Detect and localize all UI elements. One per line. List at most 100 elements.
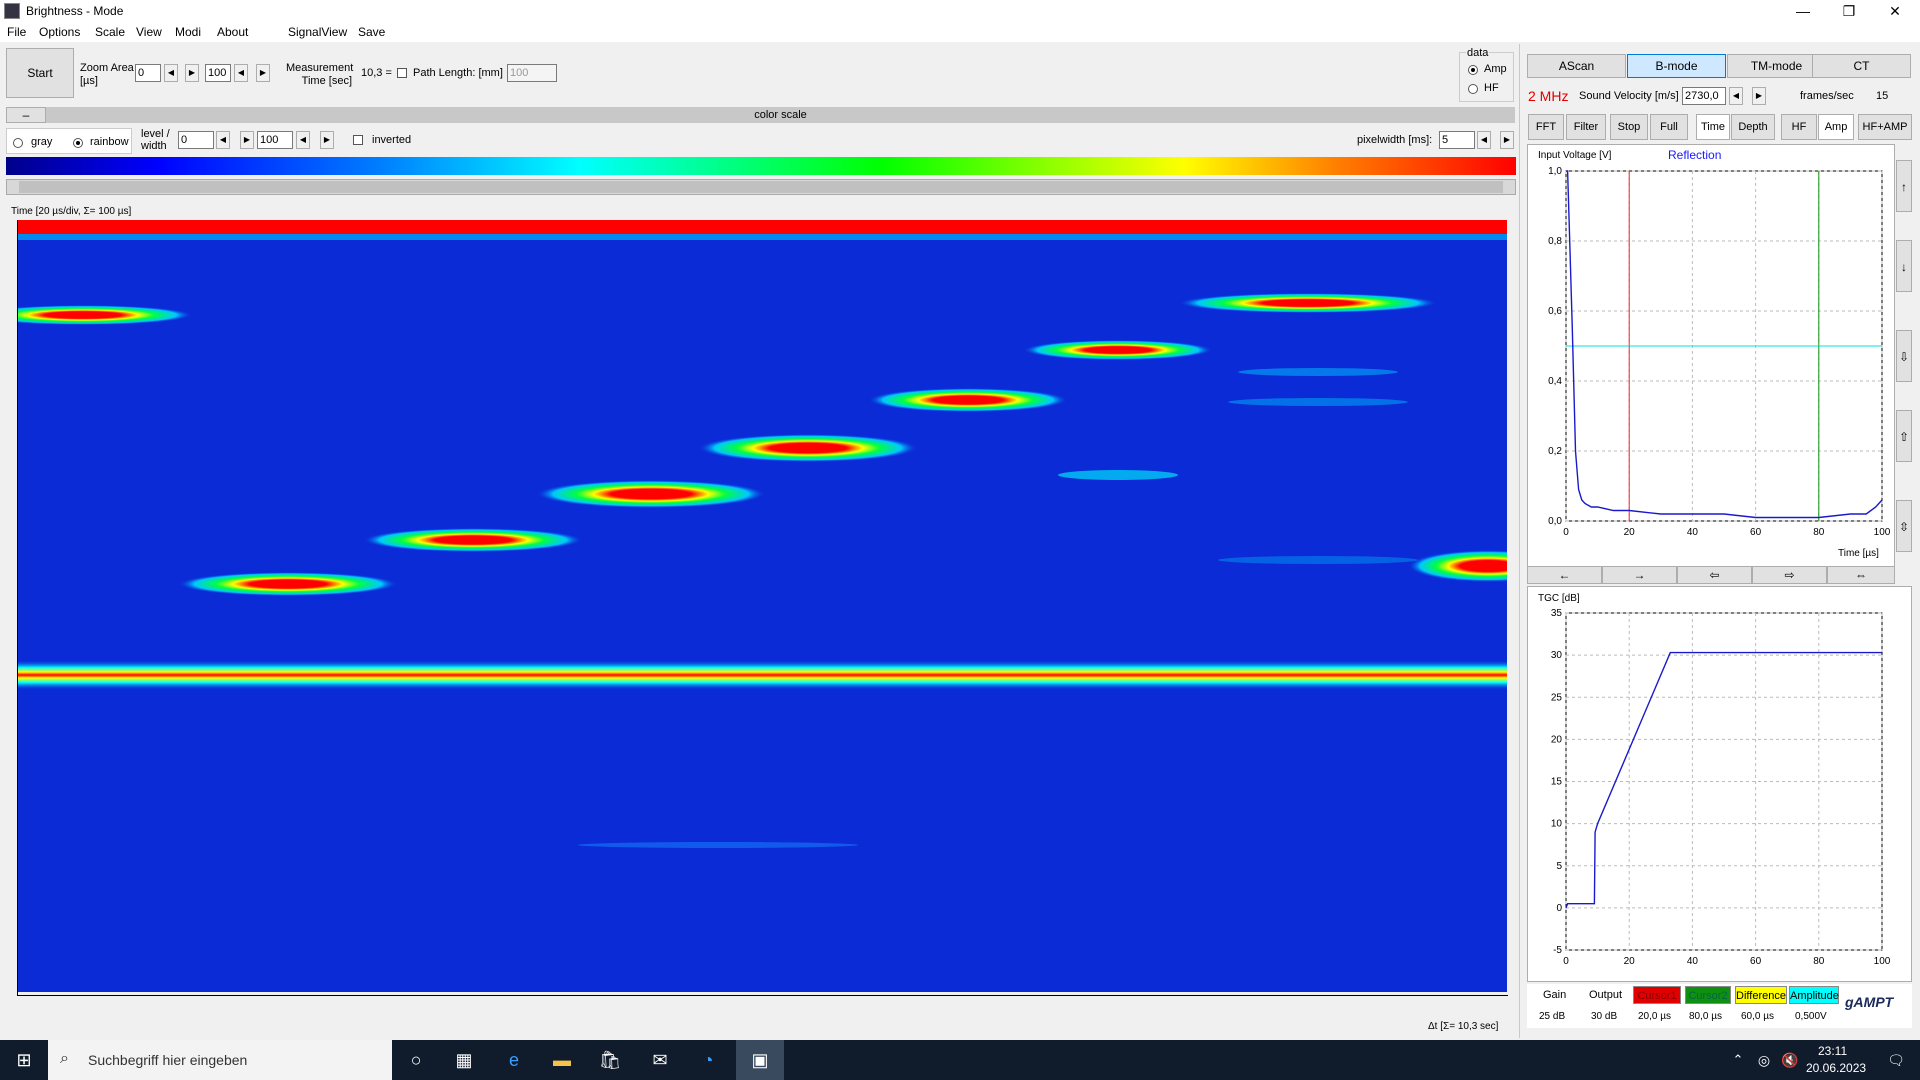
full-button[interactable]: Full bbox=[1650, 114, 1688, 140]
sound-velocity-right-arrow[interactable]: ▶ bbox=[1752, 87, 1766, 105]
filter-button[interactable]: Filter bbox=[1566, 114, 1606, 140]
pixelwidth-right-arrow[interactable]: ▶ bbox=[1500, 131, 1514, 149]
sound-velocity-left-arrow[interactable]: ◀ bbox=[1729, 87, 1743, 105]
nav-left-button[interactable]: ← bbox=[1527, 566, 1602, 584]
menu-options[interactable]: Options bbox=[39, 25, 81, 39]
menu-save[interactable]: Save bbox=[358, 25, 386, 39]
y-tick-label: 20 bbox=[1551, 734, 1563, 745]
fft-button[interactable]: FFT bbox=[1528, 114, 1564, 140]
data-amp-label: Amp bbox=[1484, 63, 1507, 75]
store-icon[interactable]: 🛍 bbox=[598, 1050, 622, 1070]
side-down-button[interactable]: ↓ bbox=[1896, 240, 1912, 292]
explorer-icon[interactable]: ▬ bbox=[553, 1050, 571, 1070]
active-app-icon[interactable]: ▣ bbox=[736, 1040, 784, 1080]
y-tick-label: 0,2 bbox=[1548, 446, 1562, 457]
maximize-button[interactable]: ❐ bbox=[1842, 3, 1856, 19]
amp-button[interactable]: Amp bbox=[1818, 114, 1854, 140]
color-scrollbar-thumb[interactable] bbox=[19, 181, 1503, 193]
window-title: Brightness - Mode bbox=[26, 4, 124, 18]
mail-icon[interactable]: ✉ bbox=[652, 1050, 668, 1070]
side-move-down-button[interactable]: ⇩ bbox=[1896, 330, 1912, 382]
clock-time[interactable]: 23:11 bbox=[1818, 1044, 1848, 1058]
zoom-to-input[interactable]: 100 bbox=[205, 64, 231, 82]
tab-tmmode[interactable]: TM-mode bbox=[1727, 54, 1826, 78]
colorscale-collapse-button[interactable]: – bbox=[6, 107, 46, 123]
zoom-to-left-arrow[interactable]: ◀ bbox=[234, 64, 248, 82]
zoom-to-right-arrow[interactable]: ▶ bbox=[256, 64, 270, 82]
side-up-button[interactable]: ↑ bbox=[1896, 160, 1912, 212]
clock-date[interactable]: 20.06.2023 bbox=[1806, 1061, 1867, 1075]
nav-back-button[interactable]: ⇦ bbox=[1677, 566, 1752, 584]
volume-icon[interactable]: 🔇 bbox=[1781, 1052, 1799, 1068]
multitask-icon[interactable]: ▦ bbox=[455, 1050, 473, 1070]
right-panel-divider bbox=[1519, 44, 1520, 1038]
depth-button[interactable]: Depth bbox=[1731, 114, 1775, 140]
width-right-arrow[interactable]: ▶ bbox=[320, 131, 334, 149]
data-hf-radio[interactable] bbox=[1468, 84, 1478, 94]
nav-expand-button[interactable]: ⇔ bbox=[1827, 566, 1895, 584]
stop-button[interactable]: Stop bbox=[1610, 114, 1648, 140]
hf-amp-button[interactable]: HF+AMP bbox=[1858, 114, 1912, 140]
path-length-input[interactable]: 100 bbox=[507, 64, 557, 82]
network-icon[interactable]: ◎ bbox=[1757, 1052, 1771, 1068]
menu-view[interactable]: View bbox=[136, 25, 162, 39]
hf-button[interactable]: HF bbox=[1781, 114, 1817, 140]
level-right-arrow[interactable]: ▶ bbox=[240, 131, 254, 149]
title-bar: Brightness - Mode — ❐ ✕ bbox=[0, 0, 1920, 22]
echo-blob bbox=[1178, 293, 1438, 313]
nav-right-button[interactable]: → bbox=[1602, 566, 1677, 584]
rainbow-label: rainbow bbox=[90, 136, 129, 148]
bmode-dt-label: Δt [Σ= 10,3 sec] bbox=[1428, 1021, 1499, 1032]
color-scrollbar[interactable] bbox=[6, 179, 1516, 195]
pixelwidth-left-arrow[interactable]: ◀ bbox=[1477, 131, 1491, 149]
start-button[interactable]: Start bbox=[6, 48, 74, 98]
menu-scale[interactable]: Scale bbox=[95, 25, 126, 39]
series-line bbox=[1566, 170, 1883, 519]
data-amp-radio[interactable] bbox=[1468, 65, 1478, 75]
echo-faint bbox=[1218, 556, 1418, 564]
tab-bmode[interactable]: B-mode bbox=[1627, 54, 1726, 78]
search-icon: ⌕ bbox=[60, 1050, 69, 1067]
menu-modi[interactable]: Modi bbox=[175, 25, 202, 39]
nav-forward-button[interactable]: ⇨ bbox=[1752, 566, 1827, 584]
width-left-arrow[interactable]: ◀ bbox=[296, 131, 310, 149]
notification-icon[interactable]: 🗨 bbox=[1887, 1052, 1905, 1068]
tab-ct[interactable]: CT bbox=[1812, 54, 1911, 78]
gray-radio[interactable] bbox=[13, 138, 23, 148]
pixelwidth-input[interactable]: 5 bbox=[1439, 131, 1475, 149]
taskbar-search[interactable]: ⌕ Suchbegriff hier eingeben bbox=[48, 1040, 392, 1080]
bmode-bottom-axis bbox=[17, 995, 1508, 996]
path-length-checkbox[interactable] bbox=[397, 68, 407, 78]
ascan-ylabel: Input Voltage [V] bbox=[1538, 150, 1612, 161]
windows-start-icon[interactable]: ⊞ bbox=[16, 1050, 32, 1070]
level-input[interactable]: 0 bbox=[178, 131, 214, 149]
menu-file[interactable]: File bbox=[7, 25, 27, 39]
sound-velocity-label: Sound Velocity [m/s] bbox=[1579, 90, 1679, 102]
time-button[interactable]: Time bbox=[1696, 114, 1730, 140]
level-left-arrow[interactable]: ◀ bbox=[216, 131, 230, 149]
tgc-ylabel: TGC [dB] bbox=[1538, 593, 1580, 604]
echo-blob bbox=[536, 480, 766, 508]
tray-chevron-icon[interactable]: ⌃ bbox=[1732, 1052, 1744, 1067]
menu-signalview[interactable]: SignalView bbox=[288, 25, 348, 39]
tab-ascan[interactable]: AScan bbox=[1527, 54, 1626, 78]
fps-value: 15 bbox=[1876, 90, 1889, 102]
sound-velocity-input[interactable]: 2730,0 bbox=[1682, 87, 1726, 105]
app-icon-blue[interactable]: ◔ bbox=[702, 1050, 714, 1070]
menu-about[interactable]: About bbox=[217, 25, 249, 39]
task-view-icon[interactable]: ○ bbox=[410, 1050, 422, 1070]
rainbow-radio[interactable] bbox=[73, 138, 83, 148]
side-move-up-button[interactable]: ⇧ bbox=[1896, 410, 1912, 462]
y-tick-label: 0,0 bbox=[1548, 516, 1562, 527]
edge-icon[interactable]: e bbox=[508, 1050, 519, 1070]
y-tick-label: 0,8 bbox=[1548, 236, 1562, 247]
close-button[interactable]: ✕ bbox=[1889, 3, 1901, 19]
zoom-from-left-arrow[interactable]: ◀ bbox=[164, 64, 178, 82]
zoom-from-right-arrow[interactable]: ▶ bbox=[185, 64, 199, 82]
fps-label: frames/sec bbox=[1800, 90, 1854, 102]
width-input[interactable]: 100 bbox=[257, 131, 293, 149]
side-expand-button[interactable]: ⇳ bbox=[1896, 500, 1912, 552]
inverted-checkbox[interactable] bbox=[353, 135, 363, 145]
zoom-from-input[interactable]: 0 bbox=[135, 64, 161, 82]
minimize-button[interactable]: — bbox=[1796, 3, 1810, 19]
